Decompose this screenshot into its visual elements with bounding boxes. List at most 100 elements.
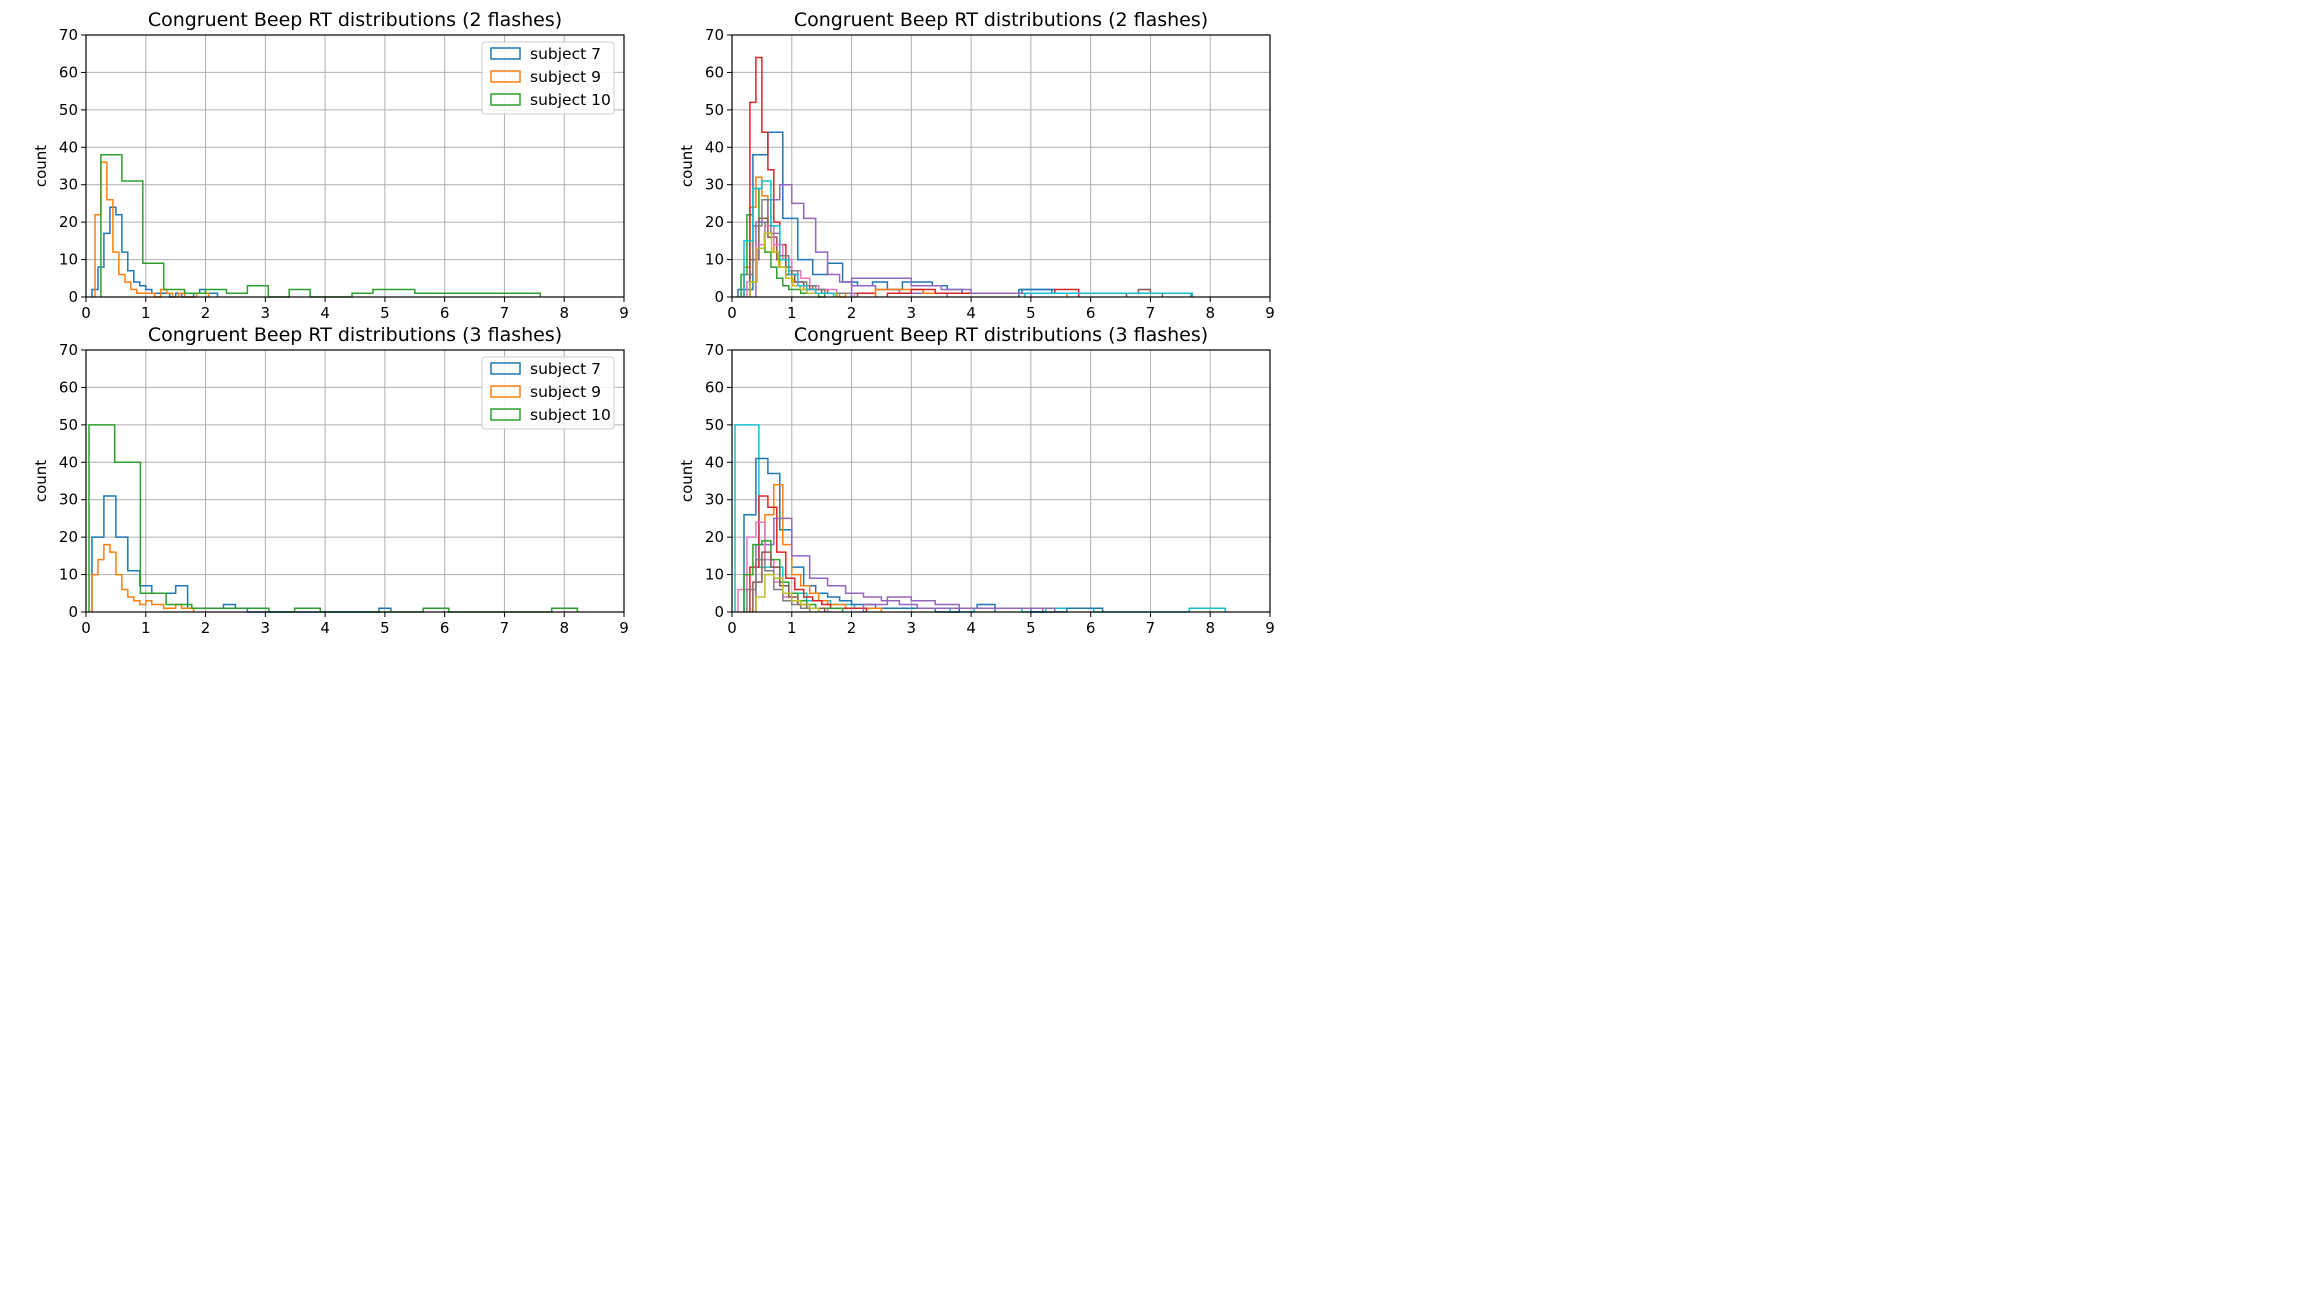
x-tick-label: 2 (847, 304, 857, 322)
y-tick-label: 20 (705, 213, 724, 231)
axes-frame (85, 349, 625, 613)
x-tick-label: 6 (1086, 619, 1096, 637)
x-tick-label: 8 (1205, 304, 1215, 322)
y-tick-label: 30 (705, 176, 724, 194)
legend-label-subject-10: subject 10 (530, 91, 611, 109)
y-tick-label: 40 (59, 453, 78, 471)
legend-swatch-subject-10 (490, 93, 521, 106)
legend-label-subject-9: subject 9 (530, 383, 601, 401)
x-tick-label: 3 (907, 619, 917, 637)
panel-top-right: Congruent Beep RT distributions (2 flash… (678, 9, 1275, 322)
y-tick-label: 10 (59, 566, 78, 584)
x-tick-label: 1 (787, 619, 797, 637)
y-tick-label: 20 (59, 528, 78, 546)
y-tick-label: 0 (714, 288, 724, 306)
histogram-series-13 (850, 277, 1032, 297)
x-tick-label: 3 (907, 304, 917, 322)
x-tick-label: 5 (1026, 619, 1036, 637)
y-tick-label: 0 (714, 603, 724, 621)
x-tick-label: 5 (1026, 304, 1036, 322)
x-tick-label: 6 (440, 304, 450, 322)
y-tick-label: 70 (705, 341, 724, 359)
legend-label-subject-7: subject 7 (530, 360, 601, 378)
y-tick-label: 10 (705, 251, 724, 269)
y-axis-label: count (32, 145, 50, 187)
x-tick-label: 7 (500, 304, 510, 322)
y-tick-label: 40 (705, 138, 724, 156)
chart-title: Congruent Beep RT distributions (3 flash… (148, 324, 562, 346)
y-tick-label: 40 (705, 453, 724, 471)
x-tick-label: 9 (619, 619, 629, 637)
y-tick-label: 0 (68, 288, 78, 306)
chart-title: Congruent Beep RT distributions (3 flash… (794, 324, 1208, 346)
x-tick-label: 5 (380, 304, 390, 322)
y-axis-label: count (678, 145, 696, 187)
panel-bottom-left: Congruent Beep RT distributions (3 flash… (32, 324, 629, 637)
x-tick-label: 3 (261, 304, 271, 322)
panel-top-left: Congruent Beep RT distributions (2 flash… (32, 9, 629, 322)
y-tick-label: 50 (59, 101, 78, 119)
histogram-series-15 (1024, 292, 1194, 297)
y-axis-label: count (32, 460, 50, 502)
x-tick-label: 8 (559, 619, 569, 637)
axes-frame (85, 34, 625, 298)
x-tick-label: 7 (1146, 619, 1156, 637)
x-tick-label: 0 (727, 619, 737, 637)
x-tick-label: 0 (727, 304, 737, 322)
legend-swatch-subject-9 (490, 70, 521, 83)
legend: subject 7 subject 9 subject 10 (481, 356, 615, 430)
x-tick-label: 8 (1205, 619, 1215, 637)
y-tick-label: 70 (59, 341, 78, 359)
legend-box (481, 356, 615, 430)
x-tick-label: 2 (847, 619, 857, 637)
x-tick-label: 4 (966, 304, 976, 322)
y-tick-label: 0 (68, 603, 78, 621)
y-tick-label: 70 (705, 26, 724, 44)
plot-area: 0 1 2 3 4 5 6 7 8 9 0 10 20 30 40 50 60 70 (705, 26, 1275, 322)
y-tick-label: 60 (705, 378, 724, 396)
x-tick-label: 3 (261, 619, 271, 637)
chart-title: Congruent Beep RT distributions (2 flash… (794, 9, 1208, 31)
legend: subject 7 subject 9 subject 10 (481, 41, 615, 115)
x-tick-label: 9 (1265, 619, 1275, 637)
y-tick-label: 10 (705, 566, 724, 584)
panel-bottom-right: Congruent Beep RT distributions (3 flash… (678, 324, 1275, 637)
y-tick-label: 50 (59, 416, 78, 434)
y-tick-label: 70 (59, 26, 78, 44)
y-tick-label: 30 (59, 176, 78, 194)
x-tick-label: 2 (201, 619, 211, 637)
histogram-series-9 (755, 573, 820, 612)
y-tick-label: 20 (59, 213, 78, 231)
legend-swatch-subject-9 (490, 385, 521, 398)
legend-label-subject-9: subject 9 (530, 68, 601, 86)
x-tick-label: 0 (81, 619, 91, 637)
y-tick-label: 50 (705, 101, 724, 119)
axes-frame (731, 34, 1271, 298)
x-tick-label: 5 (380, 619, 390, 637)
x-tick-label: 7 (1146, 304, 1156, 322)
x-tick-label: 6 (440, 619, 450, 637)
x-tick-label: 4 (320, 619, 330, 637)
y-tick-label: 60 (59, 63, 78, 81)
x-tick-label: 6 (1086, 304, 1096, 322)
chart-title: Congruent Beep RT distributions (2 flash… (148, 9, 562, 31)
x-tick-label: 7 (500, 619, 510, 637)
plot-area: 0 1 2 3 4 5 6 7 8 9 0 10 20 30 40 50 60 70 (59, 26, 629, 322)
histogram-series-11 (862, 596, 1056, 612)
y-tick-label: 60 (705, 63, 724, 81)
x-tick-label: 4 (966, 619, 976, 637)
legend-swatch-subject-7 (490, 47, 521, 60)
y-tick-label: 40 (59, 138, 78, 156)
x-tick-label: 4 (320, 304, 330, 322)
x-tick-label: 1 (141, 304, 151, 322)
x-tick-label: 8 (559, 304, 569, 322)
x-tick-label: 1 (787, 304, 797, 322)
legend-label-subject-7: subject 7 (530, 45, 601, 63)
y-tick-label: 30 (705, 491, 724, 509)
axes-frame (731, 349, 1271, 613)
y-tick-label: 30 (59, 491, 78, 509)
legend-label-subject-10: subject 10 (530, 406, 611, 424)
y-tick-label: 20 (705, 528, 724, 546)
